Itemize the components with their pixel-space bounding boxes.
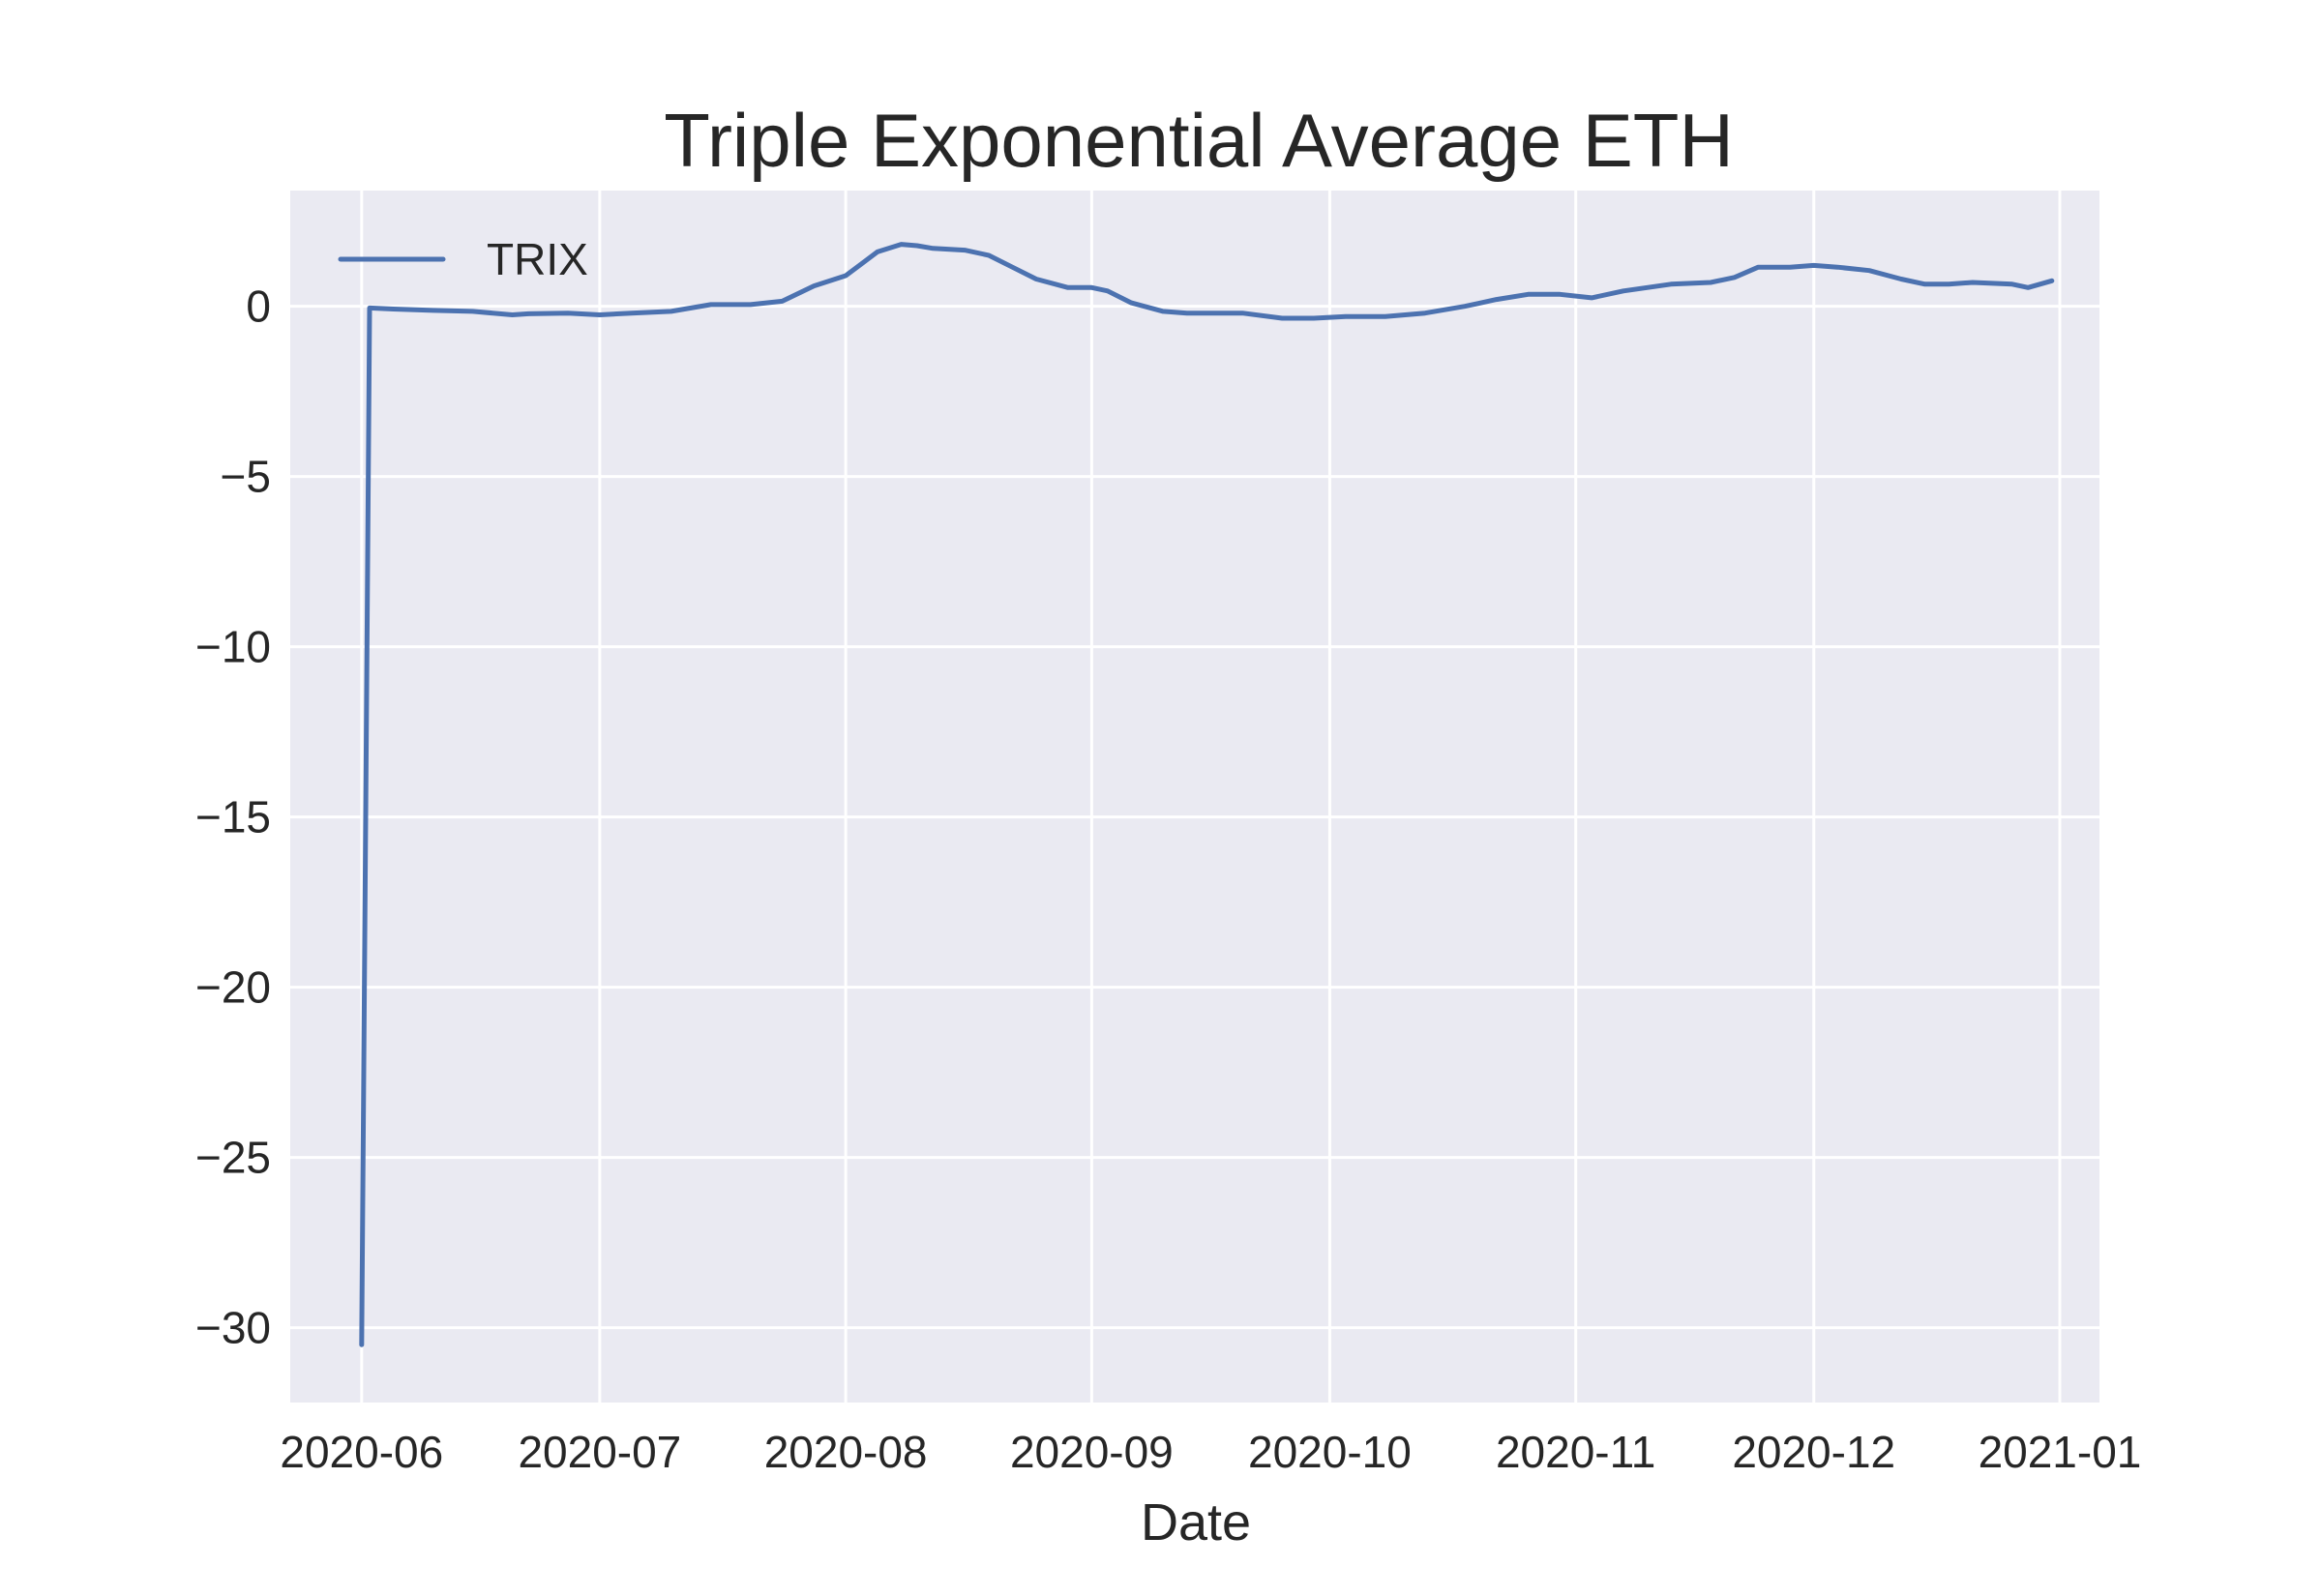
x-tick-label: 2020-10 (1248, 1427, 1412, 1477)
x-tick-label: 2021-01 (1979, 1427, 2142, 1477)
y-tick-labels: 0 −5 −10 −15 −20 −25 −30 (195, 281, 271, 1353)
chart-title: Triple Exponential Average ETH (664, 98, 1734, 183)
y-tick-label: −25 (195, 1133, 271, 1183)
x-tick-label: 2020-06 (280, 1427, 443, 1477)
y-tick-label: −15 (195, 792, 271, 842)
plot-area (290, 191, 2099, 1403)
x-tick-label: 2020-07 (518, 1427, 681, 1477)
y-gridlines (290, 305, 2099, 1330)
legend: TRIX (338, 234, 588, 284)
y-tick-label: 0 (246, 281, 271, 332)
y-tick-label: −20 (195, 962, 271, 1013)
y-tick-label: −30 (195, 1303, 271, 1353)
x-axis-label: Date (1141, 1493, 1251, 1552)
x-tick-label: 2020-12 (1732, 1427, 1895, 1477)
x-tick-label: 2020-08 (764, 1427, 928, 1477)
series-line-trix (359, 242, 2055, 1347)
x-tick-label: 2020-11 (1496, 1427, 1655, 1477)
series-group (359, 242, 2055, 1347)
x-tick-labels: 2020-06 2020-07 2020-08 2020-09 2020-10 2020-… (280, 1427, 2141, 1477)
y-tick-label: −5 (221, 452, 271, 502)
x-tick-label: 2020-09 (1010, 1427, 1174, 1477)
x-gridlines (360, 191, 2062, 1403)
y-tick-label: −10 (195, 622, 271, 672)
legend-label-trix: TRIX (487, 234, 588, 284)
